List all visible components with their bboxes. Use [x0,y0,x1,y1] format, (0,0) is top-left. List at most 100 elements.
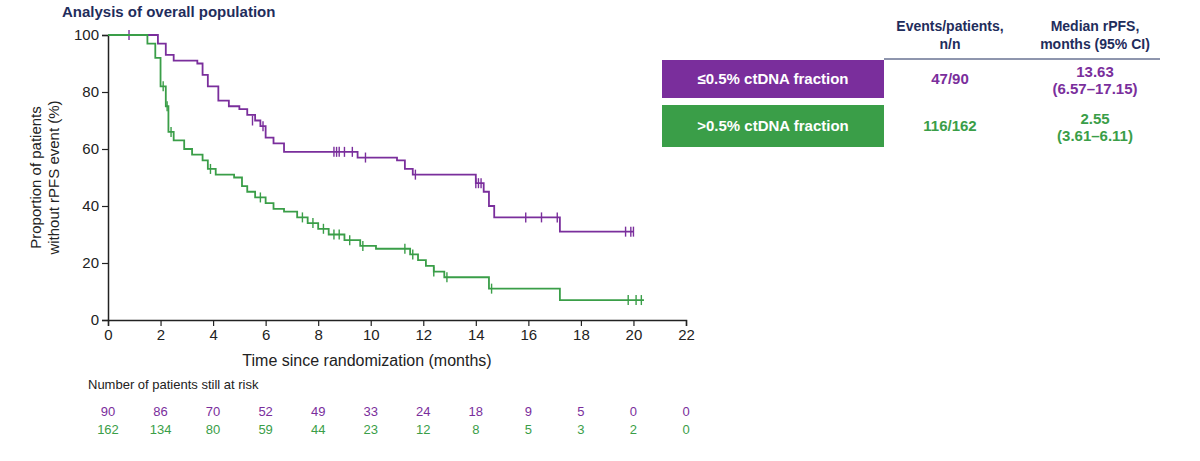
censor-mark [525,212,526,222]
y-tick-mark [102,92,108,93]
risk-count: 52 [258,404,272,419]
x-tick-label: 2 [157,326,165,343]
censor-mark [633,227,634,237]
censor-mark [480,178,481,188]
censor-mark [349,235,350,245]
risk-count: 86 [153,404,167,419]
plot-marks [108,30,644,305]
censor-mark [262,121,263,131]
table-header: n/n [940,36,961,52]
censor-mark [339,147,340,157]
km-curve [108,35,633,232]
risk-count: 80 [206,422,220,437]
risk-count: 0 [630,404,637,419]
y-axis-title-line: without rPFS event (%) [45,100,62,255]
risk-count: 162 [97,422,119,437]
risk-count: 0 [682,404,689,419]
y-tick-mark [102,263,108,264]
risk-count: 70 [206,404,220,419]
x-tick-label: 16 [521,326,538,343]
x-tick: 0 [104,320,112,343]
x-axis-title: Time since randomization (months) [242,352,491,369]
censor-mark [339,230,340,240]
events-value: 47/90 [931,70,969,87]
censor-mark [344,147,345,157]
censor-mark [625,227,626,237]
y-tick: 40 [82,197,108,214]
y-tick-mark [102,149,108,150]
y-tick-mark [102,206,108,207]
censor-mark [252,116,253,126]
ci-value: (6.57–17.15) [1052,80,1137,97]
y-axis-line [102,36,109,321]
x-tick-label: 12 [415,326,432,343]
x-tick: 10 [363,320,380,343]
risk-count: 8 [472,422,479,437]
censor-mark [641,295,642,305]
legend-swatch [662,60,884,98]
risk-count: 23 [363,422,377,437]
x-tick-label: 6 [262,326,270,343]
censor-mark [491,284,492,294]
censor-mark [433,267,434,277]
risk-table-title: Number of patients still at risk [88,377,259,392]
y-tick: 0 [91,311,108,328]
censor-mark [323,224,324,234]
censor-mark [352,147,353,157]
censor-mark [635,295,636,305]
risk-count: 2 [630,422,637,437]
censor-mark [210,164,211,174]
y-tick: 100 [74,26,108,43]
km-curve [108,35,644,300]
risk-count: 9 [525,404,532,419]
y-tick: 60 [82,140,108,157]
risk-count: 5 [577,404,584,419]
censor-mark [312,218,313,228]
x-tick-label: 0 [104,326,112,343]
legend-swatch [662,105,884,147]
y-tick-label: 100 [74,26,99,43]
events-value: 116/162 [923,117,976,134]
chart: Analysis of overall population0246810121… [0,0,1200,461]
y-tick-label: 0 [91,311,99,328]
y-axis-title: Proportion of patientswithout rPFS event… [27,100,62,255]
censor-mark [170,127,171,137]
risk-count: 49 [311,404,325,419]
censor-mark [333,147,334,157]
table-header: months (95% CI) [1040,36,1150,52]
legend-label: ≤0.5% ctDNA fraction [697,70,848,87]
x-tick-label: 4 [209,326,217,343]
censor-mark [557,212,558,222]
x-tick-label: 18 [573,326,590,343]
x-tick: 22 [678,320,695,343]
censor-mark [446,272,447,282]
censor-mark [362,241,363,251]
x-tick-label: 22 [678,326,695,343]
table-header: Median rPFS, [1051,18,1140,34]
x-tick: 6 [262,320,270,343]
table-header: Events/patients, [896,18,1003,34]
y-tick-label: 60 [82,140,99,157]
y-tick-mark [102,35,108,36]
risk-count: 134 [150,422,172,437]
risk-count: 33 [363,404,377,419]
x-tick-label: 10 [363,326,380,343]
y-tick-label: 40 [82,197,99,214]
x-tick-label: 8 [315,326,323,343]
risk-count: 24 [416,404,430,419]
risk-count: 0 [682,422,689,437]
risk-count: 59 [258,422,272,437]
x-tick-label: 20 [626,326,643,343]
censor-mark [475,178,476,188]
censor-mark [260,192,261,202]
censor-mark [166,101,167,111]
censor-mark [336,147,337,157]
median-value: 2.55 [1080,110,1109,127]
x-tick: 12 [415,320,432,343]
risk-count: 90 [101,404,115,419]
censor-mark [365,153,366,163]
title: Analysis of overall population [62,3,275,20]
table-rule [884,59,1160,60]
median-value: 13.63 [1076,63,1114,80]
censor-mark [630,227,631,237]
